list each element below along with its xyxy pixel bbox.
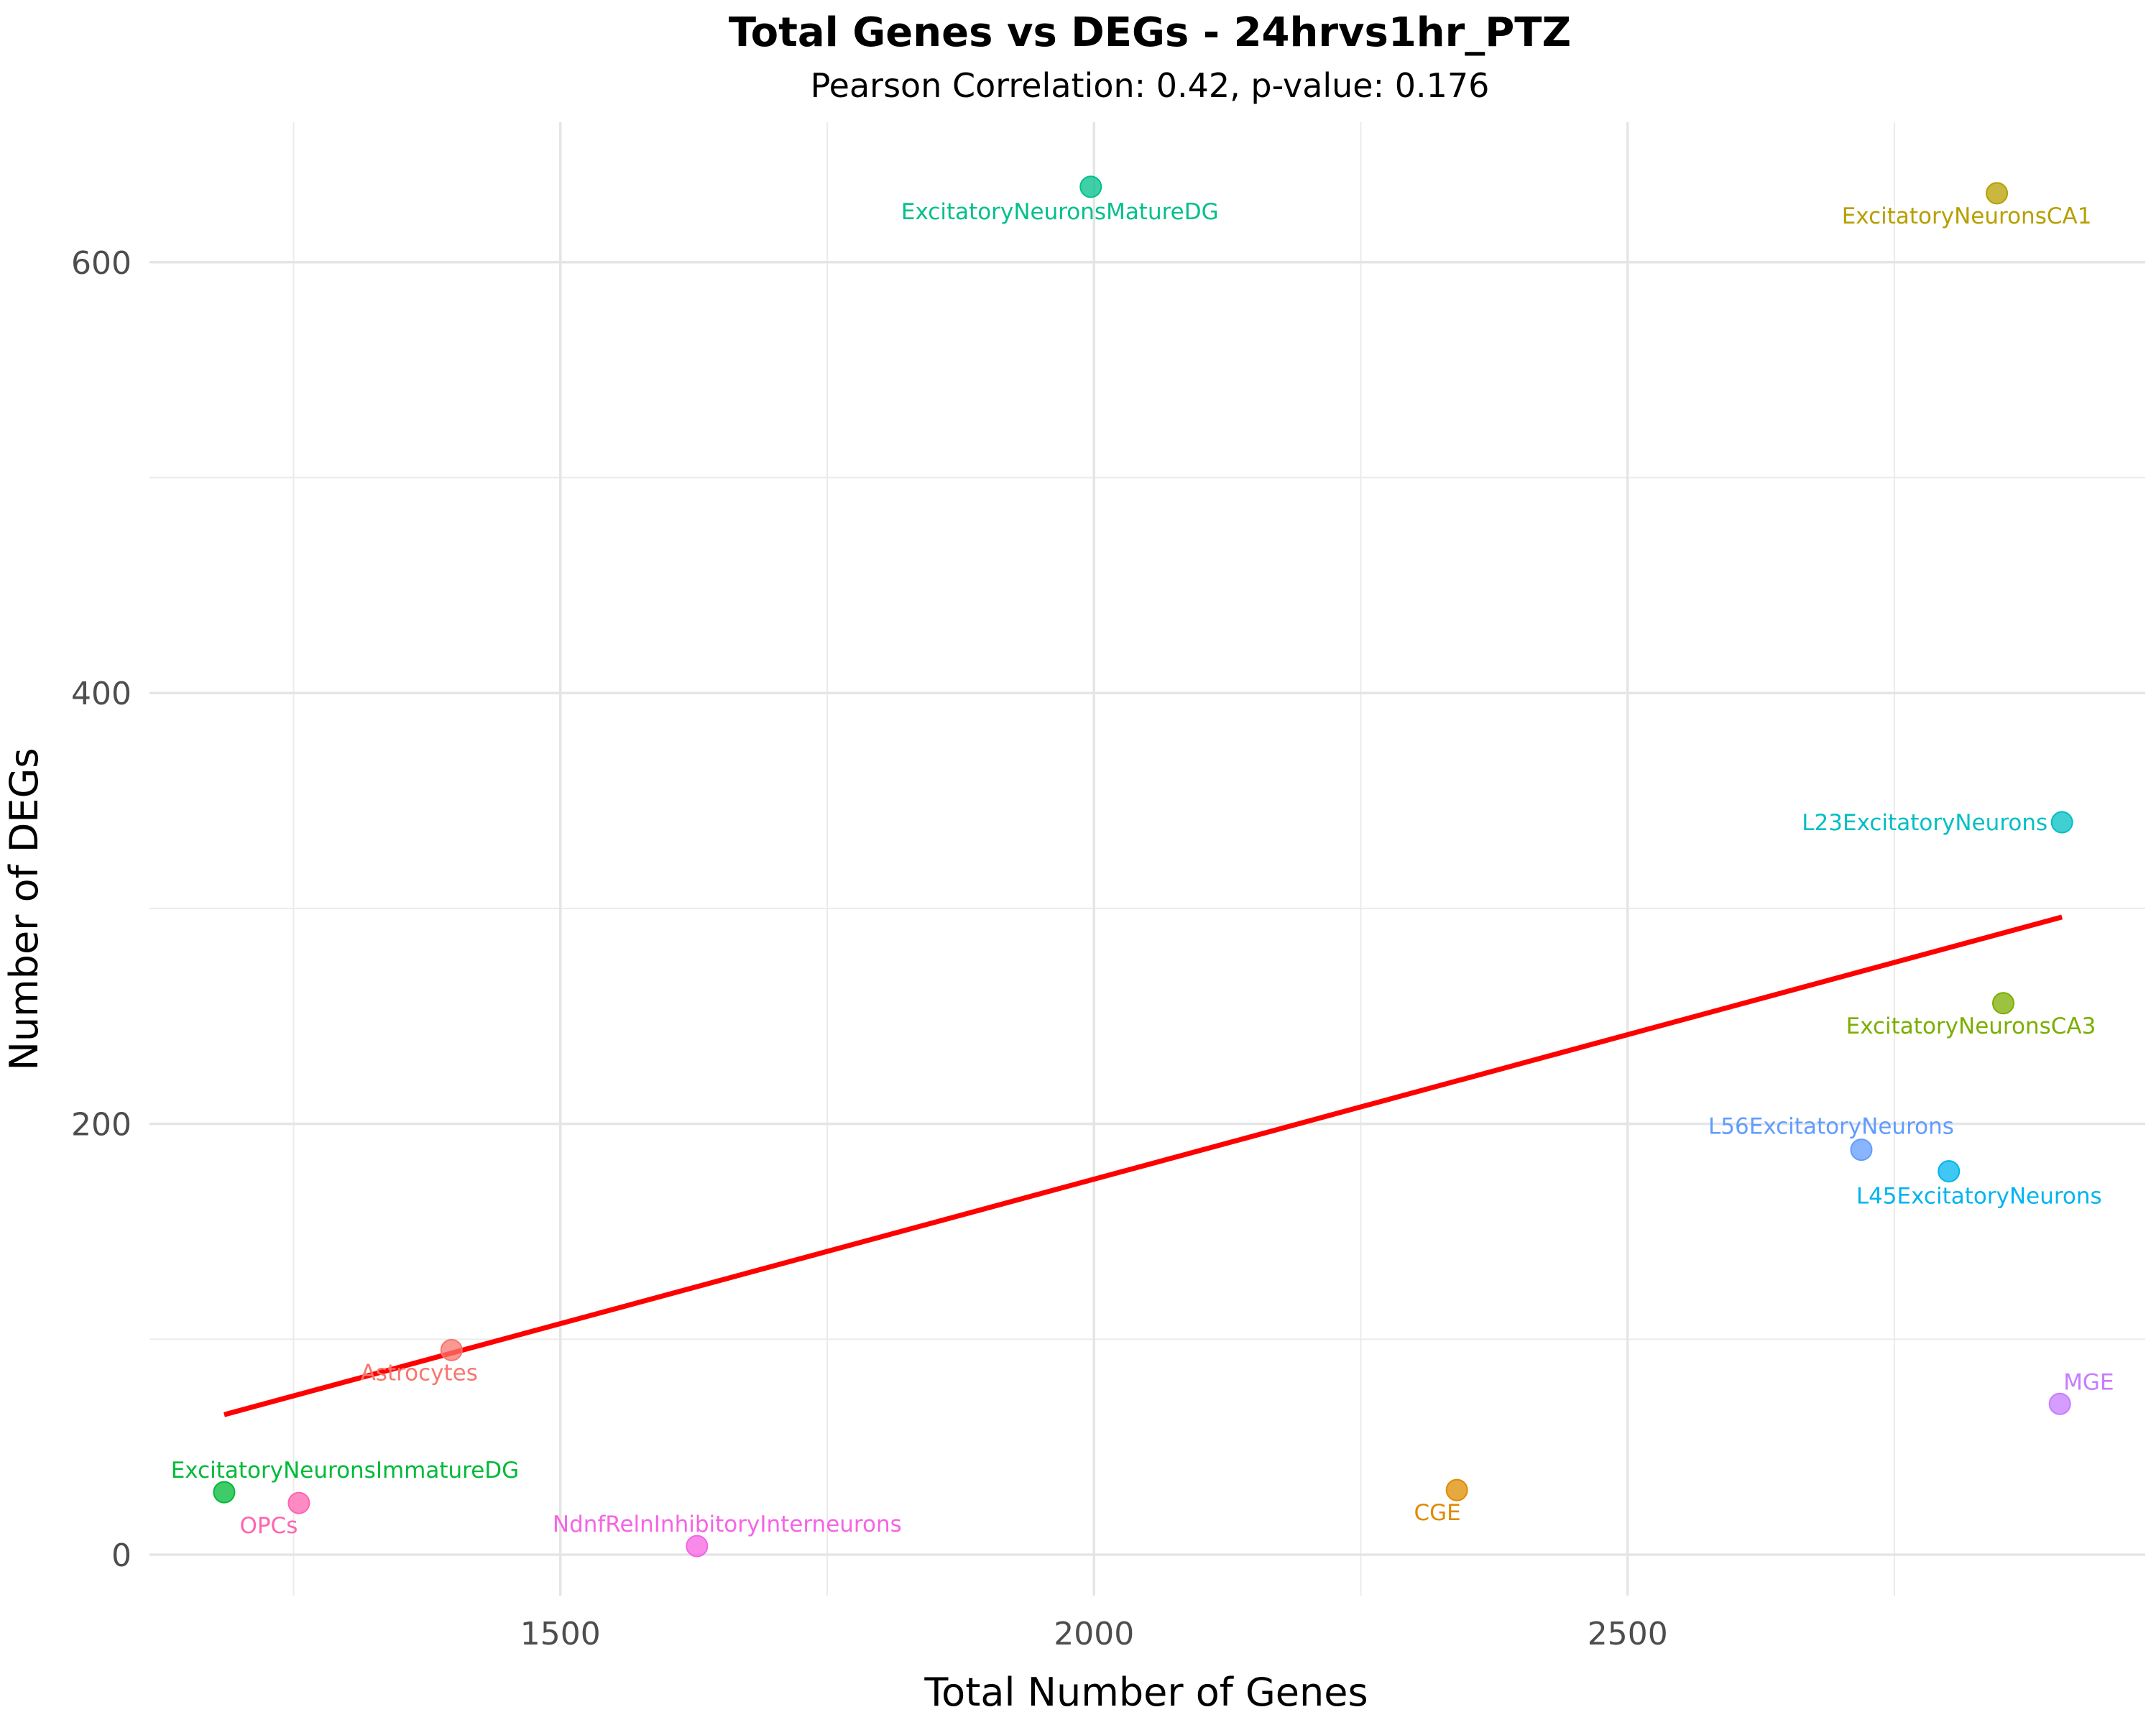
data-point <box>287 1491 310 1514</box>
x-tick-label: 2000 <box>1054 1616 1134 1652</box>
data-point <box>1079 175 1102 198</box>
point-label: L45ExcitatoryNeurons <box>1856 1184 2102 1210</box>
data-point <box>1991 992 2014 1015</box>
point-label: ExcitatoryNeuronsImmatureDG <box>171 1458 520 1484</box>
point-label: Astrocytes <box>361 1360 478 1386</box>
point-label: ExcitatoryNeuronsMatureDG <box>901 199 1219 225</box>
point-label: L23ExcitatoryNeurons <box>1802 810 2047 836</box>
chart-title: Total Genes vs DEGs - 24hrvs1hr_PTZ <box>729 9 1571 56</box>
y-tick-label: 600 <box>71 245 132 282</box>
x-tick-label: 1500 <box>520 1616 601 1652</box>
y-axis-ticks: 0 200 400 600 <box>71 245 132 1574</box>
data-point <box>1445 1478 1468 1501</box>
x-tick-label: 2500 <box>1588 1616 1668 1652</box>
point-label: L56ExcitatoryNeurons <box>1708 1114 1954 1140</box>
point-label: ExcitatoryNeuronsCA1 <box>1842 203 2092 229</box>
major-gridlines <box>149 122 2145 1596</box>
point-label: CGE <box>1414 1500 1461 1526</box>
data-point <box>1938 1160 1961 1183</box>
point-labels: Astrocytes CGE ExcitatoryNeuronsCA1 Excitat… <box>171 199 2114 1539</box>
y-axis-title: Number of DEGs <box>1 748 47 1071</box>
trend-line <box>224 914 2063 1417</box>
x-axis-ticks: 1500 2000 2500 <box>520 1616 1668 1652</box>
data-point <box>2048 1392 2071 1415</box>
y-tick-label: 0 <box>111 1537 132 1574</box>
data-point <box>2050 811 2073 834</box>
point-label: NdnfRelnInhibitoryInterneurons <box>553 1512 902 1537</box>
data-points <box>213 175 2073 1558</box>
data-point <box>213 1481 236 1504</box>
data-point <box>440 1338 463 1361</box>
data-point <box>686 1535 709 1558</box>
data-point <box>1986 182 2009 205</box>
point-label: ExcitatoryNeuronsCA3 <box>1846 1013 2096 1039</box>
minor-gridlines <box>149 122 2145 1596</box>
y-tick-label: 400 <box>71 676 132 712</box>
y-tick-label: 200 <box>71 1107 132 1144</box>
chart-subtitle: Pearson Correlation: 0.42, p-value: 0.17… <box>811 66 1490 105</box>
data-point <box>1850 1138 1873 1162</box>
trend-line-group <box>224 914 2063 1417</box>
x-axis-title: Total Number of Genes <box>923 1670 1368 1715</box>
point-label: OPCs <box>239 1513 298 1539</box>
point-label: MGE <box>2063 1369 2114 1395</box>
